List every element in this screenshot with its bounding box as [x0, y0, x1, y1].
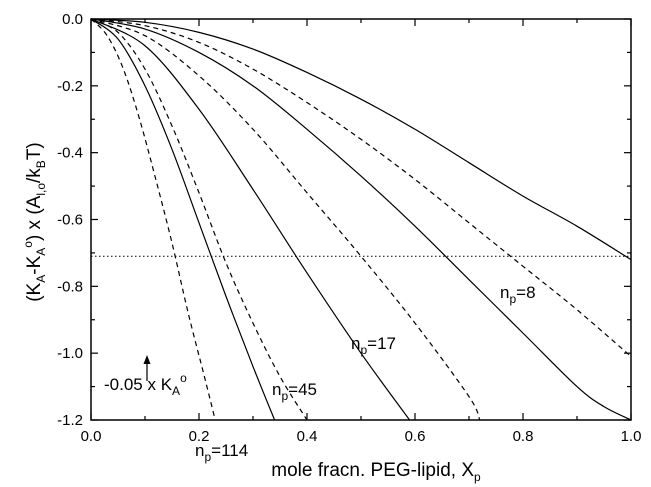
x-tick-label: 0.6 — [405, 428, 426, 445]
plot-area: 0.0 0.2 0.4 0.6 0.8 1.0 0.0 -0.2 -0.4 -0.6 -0.8 -1.… — [57, 11, 641, 445]
series-line-1 — [90, 18, 632, 357]
series-line-6 — [90, 18, 276, 421]
x-tick-label: 1.0 — [621, 428, 642, 445]
y-tick-label: -0.4 — [57, 145, 83, 162]
y-tick-label: -0.8 — [57, 278, 83, 295]
x-tick-label: 0.4 — [297, 428, 318, 445]
series-line-7 — [90, 18, 216, 421]
y-tick-label: -0.6 — [57, 212, 83, 229]
series-line-2 — [90, 18, 632, 421]
label-np17: np=17 — [351, 334, 396, 357]
x-tick-label: 0.0 — [81, 428, 102, 445]
y-axis-title: (KA-KAo) x (Al,o/kBT) — [21, 142, 48, 302]
y-tick-label: 0.0 — [62, 11, 83, 28]
label-ka-threshold: -0.05 x KAo — [104, 371, 187, 398]
x-tick-label: 0.8 — [513, 428, 534, 445]
tick-labels: 0.0 0.2 0.4 0.6 0.8 1.0 0.0 -0.2 -0.4 -0.6 -0.8 -1.… — [57, 11, 641, 445]
label-np8: np=8 — [500, 283, 536, 306]
x-tick-label: 0.2 — [189, 428, 210, 445]
series-line-3 — [90, 18, 481, 421]
series-line-4 — [90, 18, 411, 421]
x-axis-title: mole fracn. PEG-lipid, Xp — [271, 460, 481, 484]
label-np114: np=114 — [195, 441, 248, 464]
arrow-icon — [143, 355, 151, 381]
curves — [90, 18, 632, 421]
series-line-0 — [90, 18, 632, 261]
axis-ticks — [90, 18, 632, 421]
y-tick-label: -1.0 — [57, 345, 83, 362]
y-tick-label: -1.2 — [57, 412, 83, 429]
label-np45: np=45 — [272, 380, 317, 403]
series-line-5 — [90, 18, 308, 421]
y-tick-label: -0.2 — [57, 78, 83, 95]
